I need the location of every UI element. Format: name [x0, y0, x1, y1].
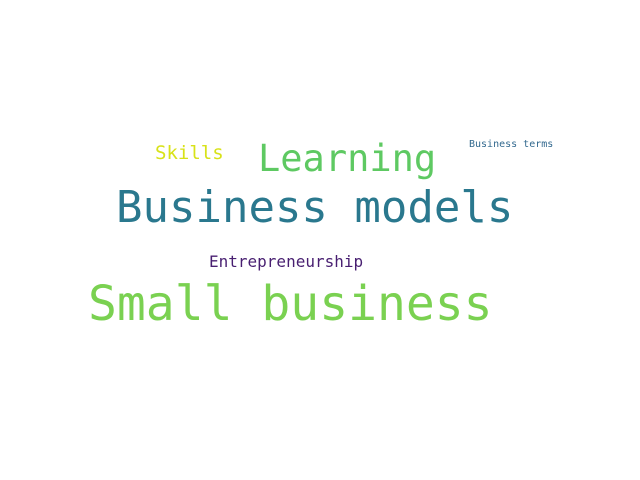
- word-small-business: Small business: [88, 276, 493, 332]
- word-entrepreneurship: Entrepreneurship: [209, 252, 364, 271]
- word-skills: Skills: [155, 142, 224, 164]
- word-business-terms: Business terms: [469, 139, 554, 150]
- word-business-models: Business models: [116, 182, 514, 233]
- word-learning: Learning: [258, 137, 437, 180]
